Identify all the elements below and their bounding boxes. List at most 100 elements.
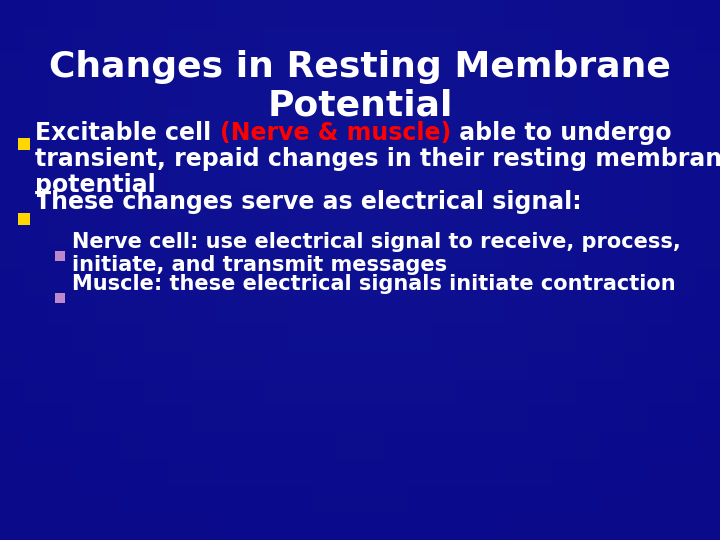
Bar bbox=[288, 378, 312, 405]
Bar bbox=[408, 81, 432, 108]
Bar bbox=[528, 297, 552, 324]
Bar bbox=[528, 405, 552, 432]
Bar bbox=[216, 81, 240, 108]
Bar bbox=[336, 108, 360, 135]
Bar bbox=[384, 162, 408, 189]
Bar bbox=[336, 351, 360, 378]
Bar bbox=[240, 81, 264, 108]
Bar bbox=[408, 27, 432, 54]
Bar bbox=[288, 0, 312, 27]
Bar bbox=[456, 432, 480, 459]
Bar bbox=[288, 297, 312, 324]
Bar bbox=[312, 432, 336, 459]
Bar bbox=[120, 135, 144, 162]
Bar bbox=[96, 459, 120, 486]
Text: transient, repaid changes in their resting membrane: transient, repaid changes in their resti… bbox=[35, 147, 720, 171]
Bar bbox=[24, 27, 48, 54]
Bar bbox=[384, 243, 408, 270]
Bar bbox=[48, 216, 72, 243]
Bar bbox=[672, 378, 696, 405]
Bar bbox=[432, 243, 456, 270]
Bar bbox=[576, 351, 600, 378]
Bar bbox=[168, 270, 192, 297]
Bar bbox=[624, 405, 648, 432]
Bar bbox=[672, 270, 696, 297]
Bar bbox=[336, 432, 360, 459]
Bar bbox=[24, 135, 48, 162]
Text: Nerve cell: use electrical signal to receive, process,: Nerve cell: use electrical signal to rec… bbox=[72, 232, 680, 252]
Bar bbox=[696, 486, 720, 513]
Bar bbox=[528, 27, 552, 54]
Bar bbox=[144, 81, 168, 108]
Bar bbox=[408, 513, 432, 540]
Bar bbox=[456, 405, 480, 432]
Bar bbox=[456, 81, 480, 108]
Bar bbox=[264, 378, 288, 405]
Bar bbox=[168, 324, 192, 351]
Bar bbox=[96, 270, 120, 297]
Bar bbox=[192, 135, 216, 162]
Bar bbox=[432, 351, 456, 378]
Bar bbox=[312, 54, 336, 81]
Bar bbox=[168, 432, 192, 459]
Bar bbox=[264, 270, 288, 297]
Bar bbox=[432, 297, 456, 324]
Bar bbox=[528, 459, 552, 486]
Bar bbox=[648, 459, 672, 486]
Bar bbox=[72, 189, 96, 216]
Bar bbox=[456, 135, 480, 162]
Bar bbox=[72, 270, 96, 297]
Bar bbox=[144, 216, 168, 243]
Bar bbox=[288, 189, 312, 216]
Bar bbox=[336, 27, 360, 54]
Bar bbox=[600, 297, 624, 324]
Bar bbox=[168, 135, 192, 162]
Bar bbox=[432, 459, 456, 486]
Bar bbox=[432, 0, 456, 27]
Bar bbox=[408, 297, 432, 324]
Bar bbox=[120, 432, 144, 459]
Bar bbox=[312, 216, 336, 243]
Bar bbox=[240, 135, 264, 162]
Bar bbox=[48, 297, 72, 324]
Bar bbox=[600, 432, 624, 459]
Bar bbox=[312, 297, 336, 324]
Bar bbox=[55, 251, 65, 261]
Bar bbox=[600, 135, 624, 162]
Bar bbox=[216, 324, 240, 351]
Bar bbox=[336, 81, 360, 108]
Bar bbox=[24, 189, 48, 216]
Bar bbox=[624, 0, 648, 27]
Bar bbox=[72, 81, 96, 108]
Bar bbox=[648, 243, 672, 270]
Bar bbox=[696, 297, 720, 324]
Bar bbox=[408, 108, 432, 135]
Bar bbox=[144, 351, 168, 378]
Bar bbox=[144, 189, 168, 216]
Bar bbox=[600, 81, 624, 108]
Bar bbox=[24, 54, 48, 81]
Bar bbox=[696, 513, 720, 540]
Bar bbox=[648, 405, 672, 432]
Bar bbox=[552, 108, 576, 135]
Bar bbox=[648, 324, 672, 351]
Bar bbox=[696, 243, 720, 270]
Bar bbox=[144, 270, 168, 297]
Bar bbox=[552, 351, 576, 378]
Bar bbox=[168, 405, 192, 432]
Bar bbox=[456, 54, 480, 81]
Bar bbox=[696, 81, 720, 108]
Bar bbox=[264, 189, 288, 216]
Bar bbox=[288, 81, 312, 108]
Bar bbox=[48, 405, 72, 432]
Bar bbox=[384, 27, 408, 54]
Bar bbox=[288, 27, 312, 54]
Bar bbox=[480, 351, 504, 378]
Bar bbox=[480, 324, 504, 351]
Bar bbox=[528, 378, 552, 405]
Bar bbox=[264, 108, 288, 135]
Bar bbox=[144, 108, 168, 135]
Bar bbox=[168, 162, 192, 189]
Bar bbox=[384, 216, 408, 243]
Bar bbox=[384, 108, 408, 135]
